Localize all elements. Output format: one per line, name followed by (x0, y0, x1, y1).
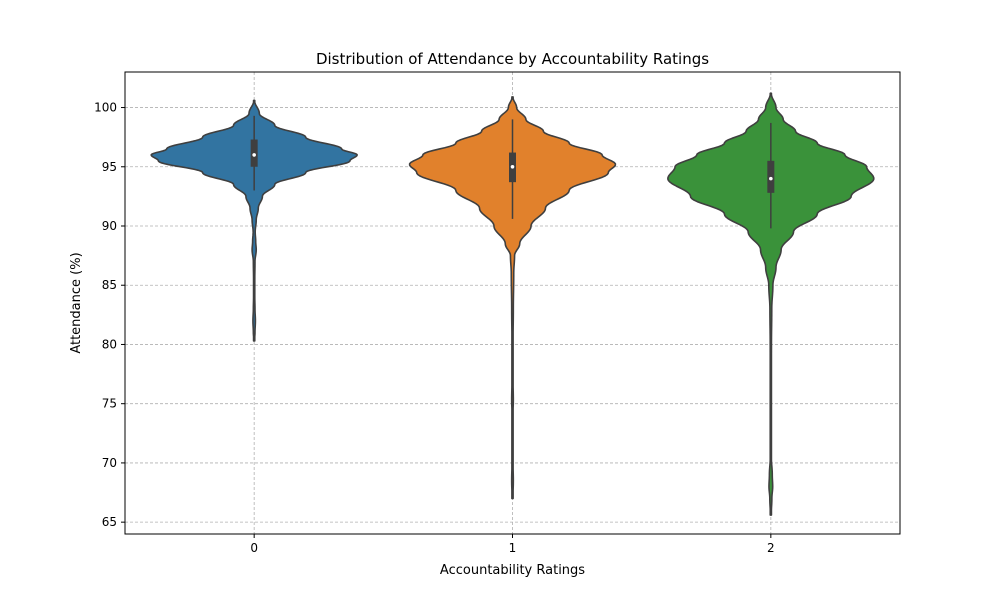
violin-2 (667, 92, 875, 516)
median-dot-2 (769, 176, 773, 181)
y-tick-label: 75 (102, 397, 117, 411)
x-tick-label: 1 (509, 541, 517, 555)
violins (150, 92, 875, 516)
y-tick-label: 65 (102, 515, 117, 529)
x-tick-label: 2 (767, 541, 775, 555)
x-tick-label: 0 (250, 541, 258, 555)
chart-title: Distribution of Attendance by Accountabi… (316, 50, 709, 68)
ticks: 65 70 75 80 85 90 95 100 0 1 2 (94, 101, 775, 555)
y-tick-label: 90 (102, 219, 117, 233)
y-tick-label: 85 (102, 278, 117, 292)
y-tick-label: 95 (102, 160, 117, 174)
y-tick-label: 70 (102, 456, 117, 470)
median-dot-0 (252, 153, 256, 157)
x-axis-label: Accountability Ratings (440, 563, 585, 578)
violin-0 (150, 99, 358, 342)
y-tick-label: 100 (94, 101, 117, 115)
y-tick-label: 80 (102, 337, 117, 351)
median-dot-1 (510, 164, 515, 169)
y-axis-label: Attendance (%) (69, 252, 84, 353)
violin-1 (408, 96, 617, 500)
